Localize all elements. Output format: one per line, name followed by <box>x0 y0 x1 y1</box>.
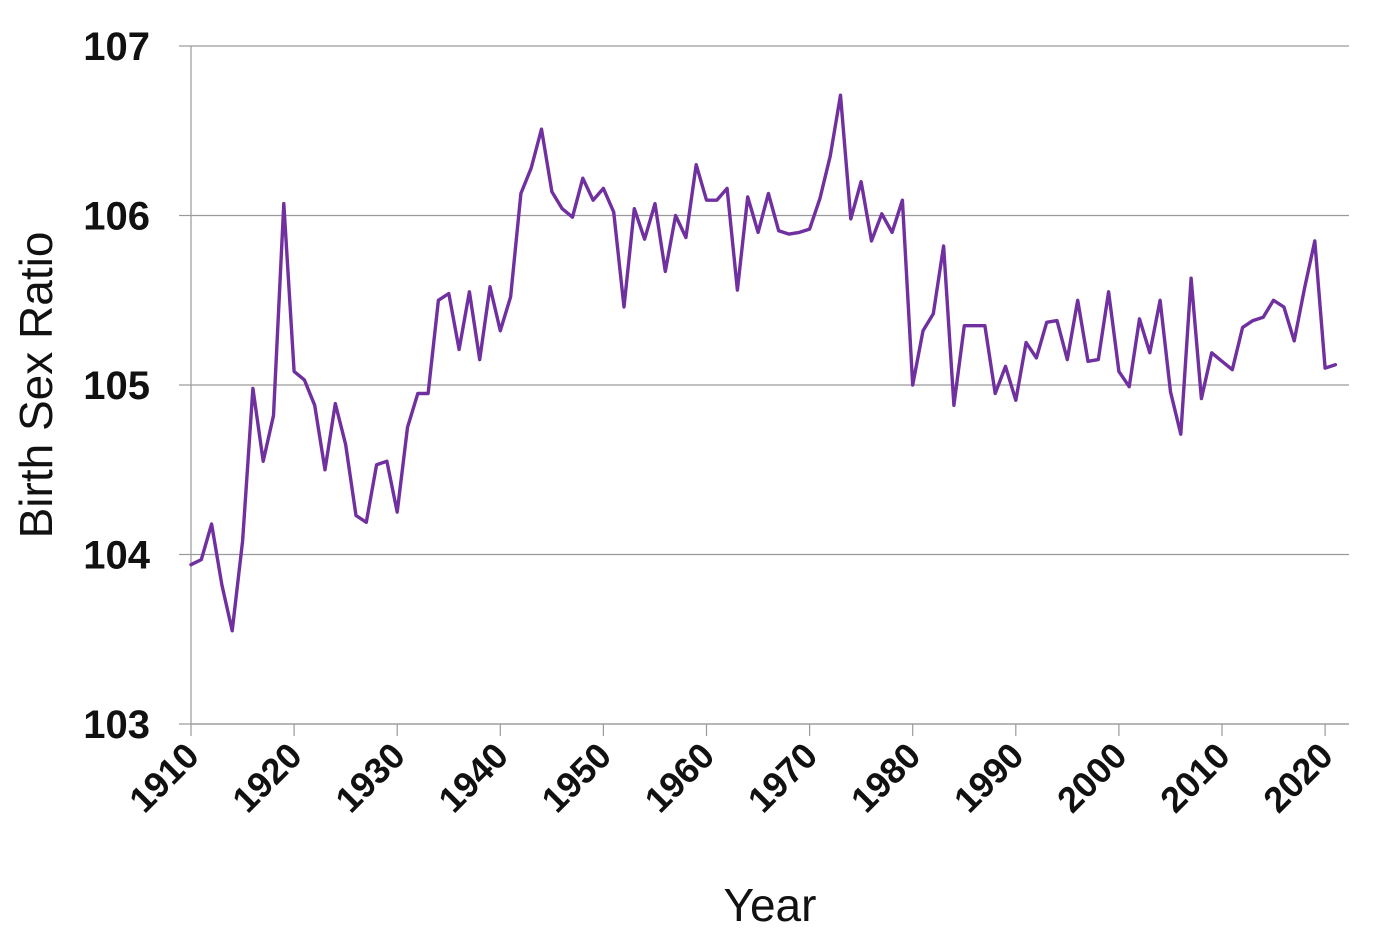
x-tick-label: 1990 <box>946 735 1032 821</box>
axes <box>179 45 1349 736</box>
x-tick-labels: 1910 1920 1930 1940 1950 1960 1970 1980 1990 2000… <box>121 735 1341 821</box>
x-tick-label: 1960 <box>637 735 723 821</box>
y-axis-label: Birth Sex Ratio <box>10 232 62 539</box>
y-tick-label: 107 <box>83 25 150 69</box>
x-tick-label: 2020 <box>1255 735 1341 821</box>
x-tick-label: 2010 <box>1152 735 1238 821</box>
x-tick-label: 1930 <box>327 735 413 821</box>
y-tick-label: 105 <box>83 364 150 408</box>
y-tick-labels: 103 104 105 106 107 <box>83 25 150 747</box>
y-tick-label: 103 <box>83 703 150 747</box>
x-tick-label: 1940 <box>430 735 516 821</box>
y-tick-label: 106 <box>83 195 150 239</box>
x-tick-label: 2000 <box>1049 735 1135 821</box>
x-tick-label: 1950 <box>533 735 619 821</box>
x-tick-label: 1920 <box>224 735 310 821</box>
gridlines <box>191 45 1349 725</box>
x-tick-label: 1970 <box>740 735 826 821</box>
x-tick-label: 1980 <box>843 735 929 821</box>
series-group <box>189 93 1338 633</box>
y-tick-label: 104 <box>83 534 150 578</box>
x-axis-label: Year <box>724 879 817 931</box>
series-line <box>189 93 1338 633</box>
x-tick-label: 1910 <box>121 735 207 821</box>
